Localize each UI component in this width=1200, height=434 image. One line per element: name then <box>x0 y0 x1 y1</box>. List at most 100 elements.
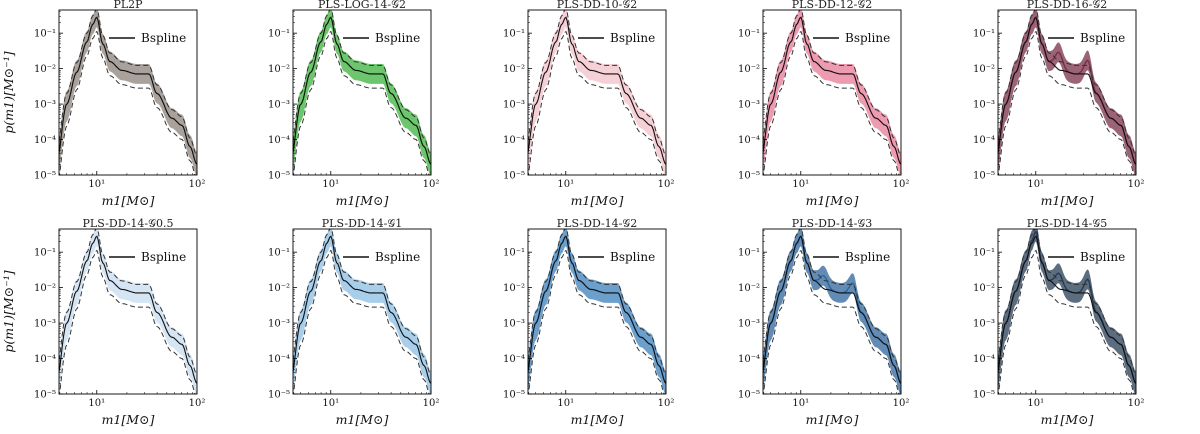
bspline-upper-dashed <box>528 10 666 157</box>
bspline-upper-dashed <box>763 10 901 157</box>
y-tick-label: 10⁻³ <box>268 100 290 111</box>
panel-title: PLS-LOG-14-𝒢2 <box>318 0 406 11</box>
bspline-median-line <box>998 16 1136 165</box>
bspline-lower-dashed <box>763 30 900 175</box>
bspline-upper-dashed <box>293 229 431 376</box>
y-tick-label: 10⁻¹ <box>503 248 525 259</box>
panel-frame <box>58 9 198 176</box>
y-axis-label: p(m1)[M⊙⁻¹] <box>1 270 16 352</box>
bspline-lower-dashed <box>528 30 665 175</box>
x-tick-label: 10² <box>893 179 910 190</box>
panel-frame <box>527 228 667 395</box>
y-tick-label: 10⁻⁵ <box>503 390 525 401</box>
panel-title: PLS-DD-14-𝒢3 <box>792 217 872 230</box>
x-tick-label: 10² <box>189 398 206 409</box>
bspline-median-line <box>59 235 197 384</box>
panel-title: PLS-DD-10-𝒢2 <box>557 0 637 11</box>
y-tick-label: 10⁻³ <box>34 319 56 330</box>
y-tick-label: 10⁻⁴ <box>268 135 290 146</box>
x-tick-label: 10² <box>893 398 910 409</box>
y-tick-label: 10⁻⁵ <box>503 171 525 182</box>
bspline-upper-dashed <box>293 10 431 157</box>
x-tick-label: 10¹ <box>557 179 574 190</box>
chart-panel: PLS-DD-14-𝒢2 Bspline 10⁻⁵ 10⁻⁴ 10⁻³ 10⁻² 10⁻¹ 1… <box>503 217 674 427</box>
x-tick-label: 10¹ <box>1027 179 1044 190</box>
chart-panel: PLS-DD-14-𝒢1 Bspline 10⁻⁵ 10⁻⁴ 10⁻³ 10⁻² 10⁻¹ 1… <box>268 217 439 427</box>
chart-panel: PLS-DD-12-𝒢2 Bspline 10⁻⁵ 10⁻⁴ 10⁻³ 10⁻² 10⁻¹ 1… <box>738 0 909 208</box>
x-tick-label: 10¹ <box>322 179 339 190</box>
panel-title: PL2P <box>113 0 143 11</box>
panel-frame <box>997 9 1137 176</box>
x-axis-label: m1[M⊙] <box>571 412 624 427</box>
y-tick-label: 10⁻⁵ <box>738 390 760 401</box>
panel-frame <box>997 228 1137 395</box>
bspline-median-line <box>59 16 197 165</box>
y-tick-label: 10⁻³ <box>268 319 290 330</box>
y-tick-label: 10⁻¹ <box>738 248 760 259</box>
chart-panel: PLS-DD-16-𝒢2 Bspline 10⁻⁵ 10⁻⁴ 10⁻³ 10⁻² 10⁻¹ 1… <box>973 0 1144 208</box>
y-tick-label: 10⁻⁴ <box>973 135 995 146</box>
x-tick-label: 10¹ <box>322 398 339 409</box>
bspline-upper-dashed <box>998 10 1136 157</box>
y-tick-label: 10⁻¹ <box>738 29 760 40</box>
legend-label: Bspline <box>375 31 420 45</box>
x-tick-label: 10² <box>1128 398 1145 409</box>
y-tick-label: 10⁻² <box>34 283 56 294</box>
bspline-median-line <box>528 235 666 384</box>
chart-panel: PLS-DD-14-𝒢0.5 Bspline 10⁻⁵ 10⁻⁴ 10⁻³ 10⁻² 10⁻… <box>1 217 205 427</box>
y-tick-label: 10⁻³ <box>503 319 525 330</box>
y-tick-label: 10⁻⁴ <box>738 354 760 365</box>
bspline-lower-dashed <box>293 249 430 394</box>
x-tick-label: 10¹ <box>88 179 105 190</box>
x-axis-label: m1[M⊙] <box>806 193 859 208</box>
bspline-lower-dashed <box>59 30 196 175</box>
bspline-lower-dashed <box>528 249 665 394</box>
panel-frame <box>762 9 902 176</box>
y-tick-label: 10⁻³ <box>738 319 760 330</box>
y-tick-label: 10⁻² <box>34 64 56 75</box>
legend-label: Bspline <box>375 250 420 264</box>
x-axis-label: m1[M⊙] <box>336 193 389 208</box>
y-tick-label: 10⁻⁵ <box>268 390 290 401</box>
y-tick-label: 10⁻² <box>973 283 995 294</box>
panel-title: PLS-DD-14-𝒢1 <box>322 217 402 230</box>
y-tick-label: 10⁻² <box>738 283 760 294</box>
y-tick-label: 10⁻⁵ <box>738 171 760 182</box>
y-tick-label: 10⁻³ <box>503 100 525 111</box>
x-tick-label: 10² <box>658 398 675 409</box>
y-tick-label: 10⁻⁴ <box>34 135 56 146</box>
panel-frame <box>292 9 432 176</box>
y-tick-label: 10⁻⁴ <box>268 354 290 365</box>
x-tick-label: 10¹ <box>1027 398 1044 409</box>
panel-frame <box>762 228 902 395</box>
y-tick-label: 10⁻³ <box>973 319 995 330</box>
x-tick-label: 10² <box>423 179 440 190</box>
bspline-upper-dashed <box>528 229 666 376</box>
x-tick-label: 10² <box>658 179 675 190</box>
x-tick-label: 10¹ <box>88 398 105 409</box>
legend-label: Bspline <box>610 31 655 45</box>
panel-title: PLS-DD-14-𝒢2 <box>557 217 637 230</box>
bspline-median-line <box>763 235 901 384</box>
y-tick-label: 10⁻⁵ <box>34 390 56 401</box>
y-tick-label: 10⁻² <box>268 64 290 75</box>
bspline-median-line <box>998 235 1136 384</box>
x-tick-label: 10² <box>189 179 206 190</box>
panel-frame <box>58 228 198 395</box>
panel-title: PLS-DD-12-𝒢2 <box>792 0 872 11</box>
bspline-lower-dashed <box>998 249 1135 394</box>
y-tick-label: 10⁻¹ <box>34 248 56 259</box>
bspline-upper-dashed <box>59 10 197 157</box>
bspline-median-line <box>763 16 901 165</box>
bspline-upper-dashed <box>763 229 901 376</box>
chart-panel: PLS-DD-14-𝒢3 Bspline 10⁻⁵ 10⁻⁴ 10⁻³ 10⁻² 10⁻¹ 1… <box>738 217 909 427</box>
bspline-lower-dashed <box>293 30 430 175</box>
legend-label: Bspline <box>141 250 186 264</box>
bspline-median-line <box>293 235 431 384</box>
y-tick-label: 10⁻¹ <box>268 29 290 40</box>
x-axis-label: m1[M⊙] <box>571 193 624 208</box>
bspline-lower-dashed <box>59 249 196 394</box>
bspline-median-line <box>293 16 431 165</box>
panel-title: PLS-DD-14-𝒢5 <box>1027 217 1107 230</box>
